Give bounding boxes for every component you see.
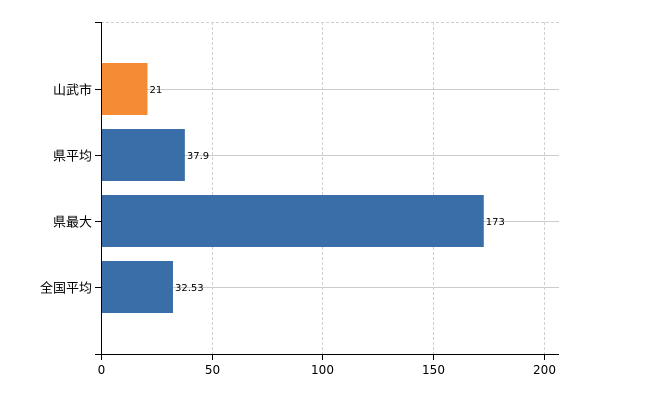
x-tick-label: 200 <box>533 363 556 377</box>
x-tick-label: 100 <box>311 363 334 377</box>
bar <box>101 129 185 181</box>
data-label: 37.9 <box>187 151 209 162</box>
x-tick-label: 150 <box>422 363 445 377</box>
x-tick-label: 0 <box>98 363 106 377</box>
bar <box>101 261 173 313</box>
bar <box>101 63 148 115</box>
data-label: 32.53 <box>175 283 204 294</box>
y-tick-label: 県平均 <box>53 150 92 165</box>
y-tick-label: 県最大 <box>53 216 92 231</box>
bar <box>101 195 484 247</box>
x-tick-label: 50 <box>205 363 220 377</box>
data-label: 21 <box>149 85 162 96</box>
data-label: 173 <box>486 217 505 228</box>
y-tick-label: 山武市 <box>53 83 92 99</box>
y-tick-label: 全国平均 <box>40 281 92 297</box>
